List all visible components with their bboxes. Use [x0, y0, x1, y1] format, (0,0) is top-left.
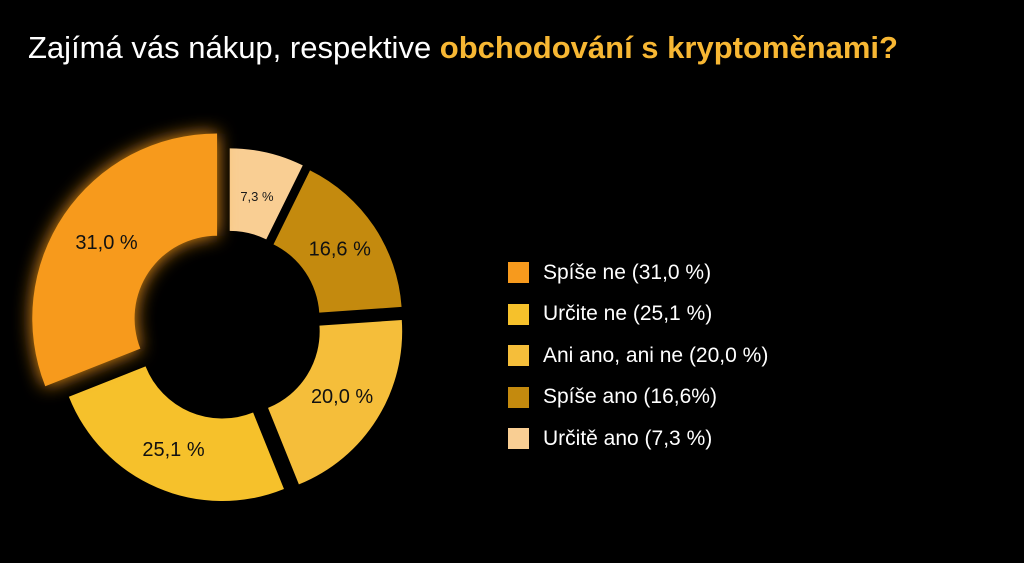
legend-item-ani-ano-ani-ne: Ani ano, ani ne (20,0 %) — [508, 335, 768, 377]
chart-title-prefix: Zajímá vás nákup, respektive — [28, 30, 440, 65]
slice-ani-ano-ani-ne — [268, 319, 403, 485]
legend-item-urcite-ano: Určitě ano (7,3 %) — [508, 418, 768, 460]
chart-title: Zajímá vás nákup, respektive obchodování… — [28, 28, 898, 68]
legend-item-urcite-ne: Určite ne (25,1 %) — [508, 294, 768, 336]
legend-swatch — [508, 386, 529, 408]
chart-title-highlight: obchodování s kryptoměnami? — [439, 30, 898, 65]
slice-label-spise-ano: 16,6 % — [309, 238, 371, 260]
slice-label-spise-ne: 31,0 % — [75, 232, 137, 254]
legend-swatch — [508, 303, 529, 325]
legend-item-spise-ano: Spíše ano (16,6%) — [508, 377, 768, 419]
legend-swatch — [508, 428, 529, 450]
legend-item-spise-ne: Spíše ne (31,0 %) — [508, 252, 768, 294]
slice-label-urcite-ne: 25,1 % — [142, 439, 204, 461]
donut-slice-labels: 7,3 % 16,6 % 20,0 % 25,1 % 31,0 % — [75, 189, 373, 461]
slice-spise-ano — [273, 170, 402, 313]
legend-swatch — [508, 262, 529, 284]
donut-slices — [32, 133, 403, 502]
chart-legend: Spíše ne (31,0 %) Určite ne (25,1 %) Ani a… — [508, 252, 768, 460]
legend-label: Spíše ne (31,0 %) — [543, 260, 712, 284]
legend-swatch — [508, 345, 529, 367]
legend-label: Určitě ano (7,3 %) — [543, 426, 713, 450]
legend-label: Určite ne (25,1 %) — [543, 302, 713, 326]
slice-urcite-ne — [68, 366, 284, 502]
donut-chart: 7,3 % 16,6 % 20,0 % 25,1 % 31,0 % — [32, 133, 403, 502]
slice-spise-ne — [32, 133, 218, 387]
slice-label-urcite-ano: 7,3 % — [240, 189, 274, 204]
legend-label: Spíše ano (16,6%) — [543, 385, 717, 409]
legend-label: Ani ano, ani ne (20,0 %) — [543, 343, 769, 367]
slice-urcite-ano — [229, 148, 303, 240]
slice-label-ani-ano-ani-ne: 20,0 % — [311, 386, 373, 408]
